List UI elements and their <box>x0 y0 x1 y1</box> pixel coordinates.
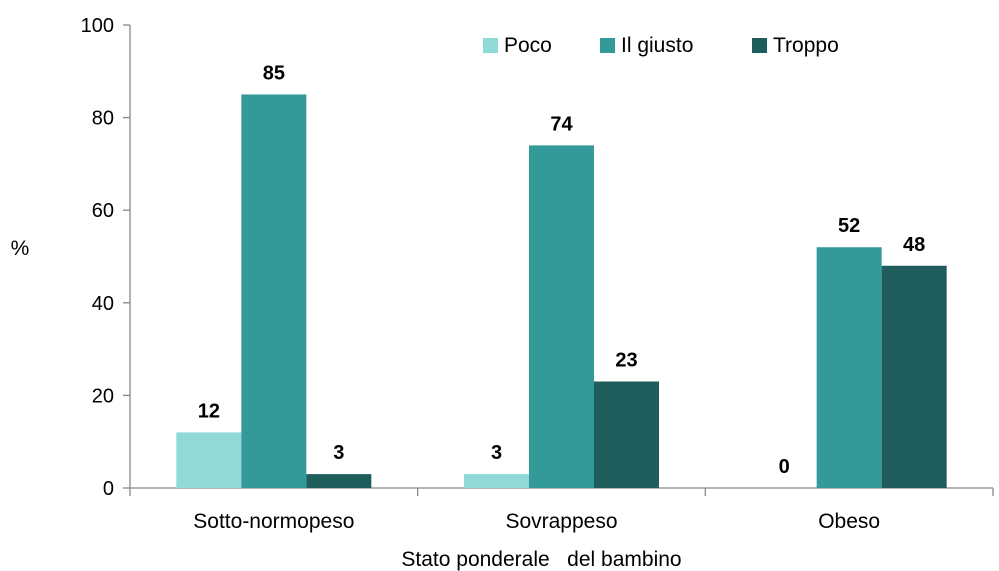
legend-swatch <box>600 38 615 53</box>
data-label: 12 <box>198 400 220 422</box>
y-tick-label: 60 <box>92 200 114 222</box>
legend-label: Poco <box>504 34 552 57</box>
bar <box>306 474 372 488</box>
bars <box>176 94 947 488</box>
x-tick-label: Sotto-normopeso <box>193 510 354 533</box>
y-tick-label: 100 <box>81 15 114 37</box>
data-label: 23 <box>615 350 637 372</box>
bar <box>176 432 242 488</box>
data-label: 3 <box>491 442 502 464</box>
bar <box>816 247 882 488</box>
y-tick-label: 0 <box>103 478 114 500</box>
bar <box>881 265 947 488</box>
x-tick-label: Obeso <box>818 510 880 533</box>
bar <box>594 381 659 488</box>
axes: 0 20 40 60 80 100 Sotto-normopeso Sovrappeso Obe… <box>81 15 994 533</box>
data-labels: 12 3 0 85 74 52 3 23 48 <box>198 62 926 478</box>
data-label: 3 <box>333 442 344 464</box>
y-tick-label: 80 <box>92 108 114 130</box>
legend-label: Il giusto <box>621 34 693 57</box>
legend-swatch <box>483 38 498 53</box>
x-axis-title: Stato ponderale del bambino <box>401 548 681 571</box>
legend-label: Troppo <box>773 34 839 57</box>
data-label: 52 <box>838 215 860 237</box>
data-label: 85 <box>263 62 285 84</box>
y-tick-label: 40 <box>92 293 114 315</box>
bar <box>241 94 307 488</box>
legend: Poco Il giusto Troppo <box>483 34 839 57</box>
x-tick-label: Sovrappeso <box>505 510 617 533</box>
data-label: 0 <box>779 456 790 478</box>
y-tick-label: 20 <box>92 385 114 407</box>
data-label: 48 <box>903 234 925 256</box>
bar <box>464 474 529 488</box>
legend-swatch <box>752 38 767 53</box>
y-axis-title: % <box>11 237 30 260</box>
bar <box>529 145 594 488</box>
data-label: 74 <box>550 113 573 135</box>
